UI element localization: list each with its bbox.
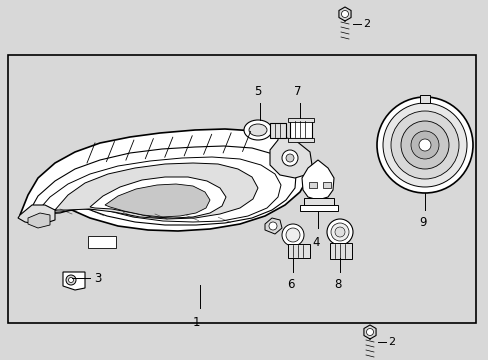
Ellipse shape [248, 124, 266, 136]
Text: 9: 9 [418, 216, 426, 229]
Bar [287, 244, 309, 258]
Circle shape [400, 121, 448, 169]
Circle shape [282, 224, 304, 246]
Text: 8: 8 [334, 278, 341, 291]
Text: 2: 2 [387, 337, 394, 347]
Ellipse shape [244, 120, 271, 140]
Circle shape [285, 154, 293, 162]
Polygon shape [90, 177, 225, 218]
Polygon shape [20, 129, 309, 231]
Polygon shape [269, 136, 311, 178]
Circle shape [376, 97, 472, 193]
Bar [88, 236, 116, 248]
Bar [289, 120, 311, 138]
Circle shape [366, 328, 373, 336]
Polygon shape [63, 272, 85, 290]
Text: 1: 1 [192, 316, 199, 329]
Circle shape [326, 219, 352, 245]
Circle shape [66, 275, 76, 285]
Bar [419, 95, 429, 103]
Circle shape [382, 103, 466, 187]
Polygon shape [55, 163, 258, 219]
Polygon shape [105, 184, 209, 217]
Circle shape [341, 10, 348, 18]
Circle shape [418, 139, 430, 151]
Text: 6: 6 [286, 278, 294, 291]
Polygon shape [302, 160, 333, 200]
Polygon shape [28, 213, 50, 228]
Circle shape [285, 228, 299, 242]
Bar [269, 123, 285, 138]
Text: 4: 4 [312, 236, 319, 249]
Text: 2: 2 [362, 19, 369, 29]
Bar [8, 55, 475, 323]
Polygon shape [264, 218, 282, 234]
Bar [287, 118, 313, 122]
Text: 7: 7 [294, 85, 301, 98]
Bar [287, 138, 313, 142]
Bar [304, 198, 333, 206]
Bar [299, 205, 337, 211]
Text: 3: 3 [94, 271, 101, 284]
Bar [329, 243, 351, 259]
Circle shape [330, 223, 348, 241]
Circle shape [410, 131, 438, 159]
Circle shape [334, 227, 345, 237]
Circle shape [68, 278, 73, 283]
Bar [323, 182, 330, 188]
Circle shape [282, 150, 297, 166]
Text: 5: 5 [254, 85, 261, 98]
Circle shape [390, 111, 458, 179]
Polygon shape [18, 205, 55, 225]
Bar [308, 182, 316, 188]
Circle shape [268, 222, 276, 230]
